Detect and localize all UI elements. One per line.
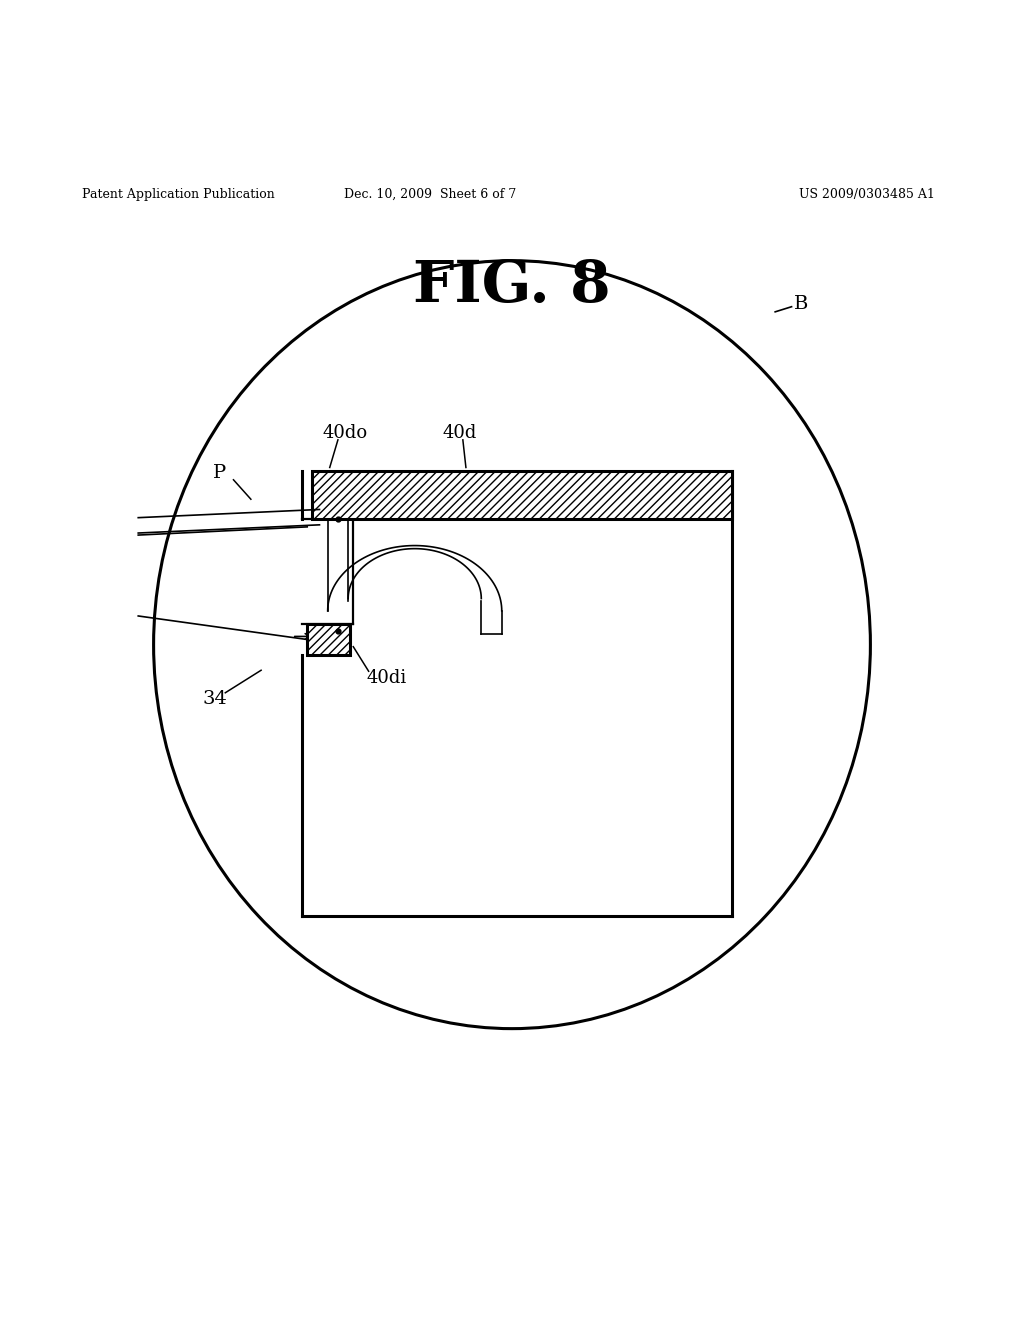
Text: FIG. 8: FIG. 8 (414, 259, 610, 314)
Bar (307, 624, 350, 655)
Text: 40di: 40di (367, 669, 407, 688)
Text: 40d: 40d (442, 424, 477, 442)
Text: Patent Application Publication: Patent Application Publication (82, 187, 274, 201)
Text: 34: 34 (203, 690, 227, 708)
Text: Dec. 10, 2009  Sheet 6 of 7: Dec. 10, 2009 Sheet 6 of 7 (344, 187, 516, 201)
Bar (312, 470, 732, 519)
Text: B: B (794, 294, 808, 313)
Bar (312, 470, 732, 519)
Bar (307, 624, 350, 655)
Text: 40do: 40do (323, 424, 368, 442)
Text: US 2009/0303485 A1: US 2009/0303485 A1 (799, 187, 935, 201)
Text: P: P (213, 463, 226, 482)
